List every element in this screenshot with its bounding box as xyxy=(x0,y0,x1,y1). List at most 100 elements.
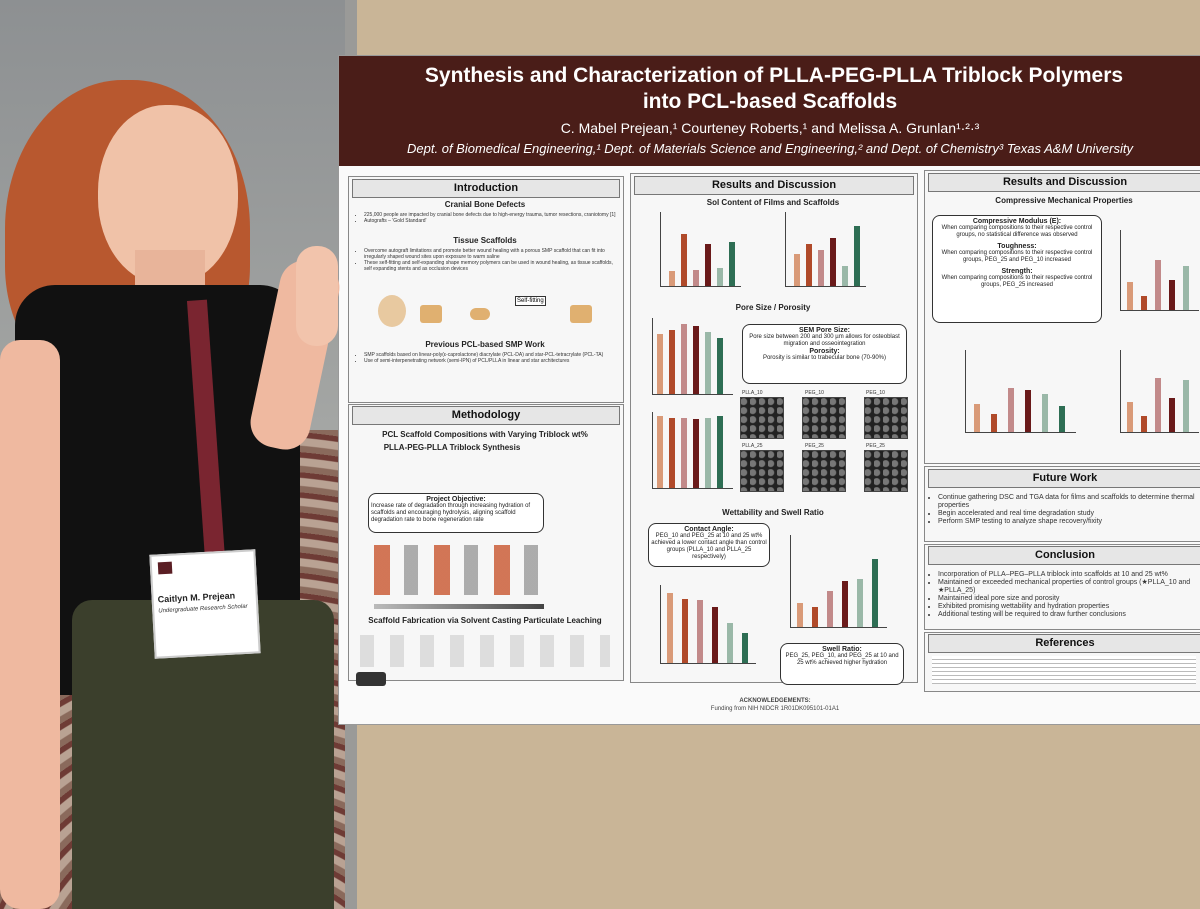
bar xyxy=(872,559,878,627)
bar xyxy=(669,418,675,488)
bar xyxy=(712,607,718,663)
fabrication-steps xyxy=(360,635,610,667)
bullet: Begin accelerated and real time degradat… xyxy=(938,510,1198,518)
poster-title: Synthesis and Characterization of PLLA-P… xyxy=(424,64,1124,87)
callout-text: When comparing compositions to their res… xyxy=(941,275,1093,288)
callout-text: PEG_25, PEG_10, and PEG_25 at 10 and 25 … xyxy=(785,653,899,666)
bar xyxy=(827,591,833,627)
introduction-box xyxy=(348,176,624,403)
sem-image xyxy=(802,397,846,439)
bar xyxy=(1169,398,1175,432)
bar xyxy=(857,579,863,627)
bullet: Use of semi-interpenetrating network (se… xyxy=(364,358,616,364)
bar xyxy=(854,226,860,286)
bar-chart xyxy=(652,412,733,489)
bar xyxy=(717,416,723,488)
callout-title: SEM Pore Size: xyxy=(799,327,850,334)
bar xyxy=(1141,416,1147,432)
bar xyxy=(1169,280,1175,310)
objective-callout: Project Objective: Increase rate of degra… xyxy=(368,493,544,533)
sem-callout: SEM Pore Size: Pore size between 200 and … xyxy=(742,324,907,384)
bar xyxy=(1155,260,1161,310)
subheading: Pore Size / Porosity xyxy=(735,303,811,312)
skull-icon xyxy=(378,295,406,327)
bar xyxy=(693,419,699,488)
bar xyxy=(1141,296,1147,310)
sem-label: PEG_25 xyxy=(866,443,885,449)
bar xyxy=(812,607,818,627)
mechanical-callout: Compressive Modulus (E): When comparing c… xyxy=(932,215,1102,323)
bar xyxy=(669,330,675,394)
bar xyxy=(681,234,687,286)
bullet: 225,000 people are impacted by cranial b… xyxy=(364,212,616,218)
subheading: Scaffold Fabrication via Solvent Casting… xyxy=(368,616,602,625)
badge-role: Undergraduate Research Scholar xyxy=(158,603,248,615)
subheading: Sol Content of Films and Scaffolds xyxy=(706,198,840,207)
bullet: Exhibited promising wettability and hydr… xyxy=(938,603,1198,611)
sem-image xyxy=(740,397,784,439)
callout-title: Swell Ratio: xyxy=(822,646,862,653)
bullet: Maintained ideal pore size and porosity xyxy=(938,595,1198,603)
bar xyxy=(794,254,800,286)
bullet: Perform SMP testing to analyze shape rec… xyxy=(938,518,1198,526)
bar xyxy=(818,250,824,286)
badge-logo xyxy=(157,561,173,575)
bar xyxy=(669,271,675,286)
section-heading: References xyxy=(928,634,1200,653)
subheading: Tissue Scaffolds xyxy=(453,236,517,245)
bar-chart xyxy=(785,212,866,287)
bar xyxy=(693,270,699,286)
bar-chart xyxy=(1120,350,1199,433)
bar xyxy=(657,334,663,394)
bar xyxy=(705,332,711,394)
callout-text: PEG_10 and PEG_25 at 10 and 25 wt% achie… xyxy=(651,533,767,560)
bar xyxy=(1127,282,1133,310)
bar-chart xyxy=(790,535,887,628)
section-heading: Introduction xyxy=(352,179,620,198)
section-heading: Results and Discussion xyxy=(928,173,1200,192)
bar xyxy=(697,600,703,663)
subheading: PCL Scaffold Compositions with Varying T… xyxy=(382,430,588,439)
section-heading: Results and Discussion xyxy=(634,176,914,195)
bar xyxy=(1008,388,1014,432)
callout-title: Compressive Modulus (E): xyxy=(972,218,1062,225)
subheading: Previous PCL-based SMP Work xyxy=(425,340,545,349)
callout-text: Pore size between 200 and 300 µm allows … xyxy=(749,334,900,347)
methodology-box xyxy=(348,404,624,681)
arrow xyxy=(374,604,544,609)
bar xyxy=(1059,406,1065,432)
bar xyxy=(1025,390,1031,432)
sem-image xyxy=(802,450,846,492)
bullet: SMP scaffolds based on linear-poly(ε-cap… xyxy=(364,352,616,358)
callout-title: Contact Angle: xyxy=(684,526,734,533)
bar xyxy=(717,338,723,394)
subheading: PLLA-PEG-PLLA Triblock Synthesis xyxy=(383,443,521,452)
bar xyxy=(727,623,733,663)
bullet: Autografts – 'Gold Standard' xyxy=(364,218,616,224)
bar xyxy=(842,266,848,286)
section-heading: Conclusion xyxy=(928,546,1200,565)
callout-text: When comparing compositions to their res… xyxy=(941,225,1093,238)
section-heading: Future Work xyxy=(928,469,1200,488)
bar xyxy=(1042,394,1048,432)
callout-text: When comparing compositions to their res… xyxy=(941,250,1093,263)
left-arm xyxy=(0,340,60,909)
sem-label: PEG_10 xyxy=(805,390,824,396)
bullet: Incorporation of PLLA–PEG–PLLA triblock … xyxy=(938,571,1198,579)
bar xyxy=(742,633,748,663)
callout-text: Porosity is similar to trabecular bone (… xyxy=(762,355,887,361)
bullet: Maintained or exceeded mechanical proper… xyxy=(938,579,1198,595)
reference-lines xyxy=(932,656,1196,684)
sem-image xyxy=(740,450,784,492)
subheading: Wettability and Swell Ratio xyxy=(722,508,824,517)
bar xyxy=(717,268,723,286)
bar xyxy=(729,242,735,286)
swell-callout: Swell Ratio: PEG_25, PEG_10, and PEG_25 a… xyxy=(780,643,904,685)
bar xyxy=(974,404,980,432)
bar xyxy=(1183,266,1189,310)
scaffold-icon xyxy=(470,308,490,320)
section-heading: Methodology xyxy=(352,406,620,425)
callout-text: Increase rate of degradation through inc… xyxy=(371,503,531,523)
bullet: Additional testing will be required to d… xyxy=(938,611,1198,619)
